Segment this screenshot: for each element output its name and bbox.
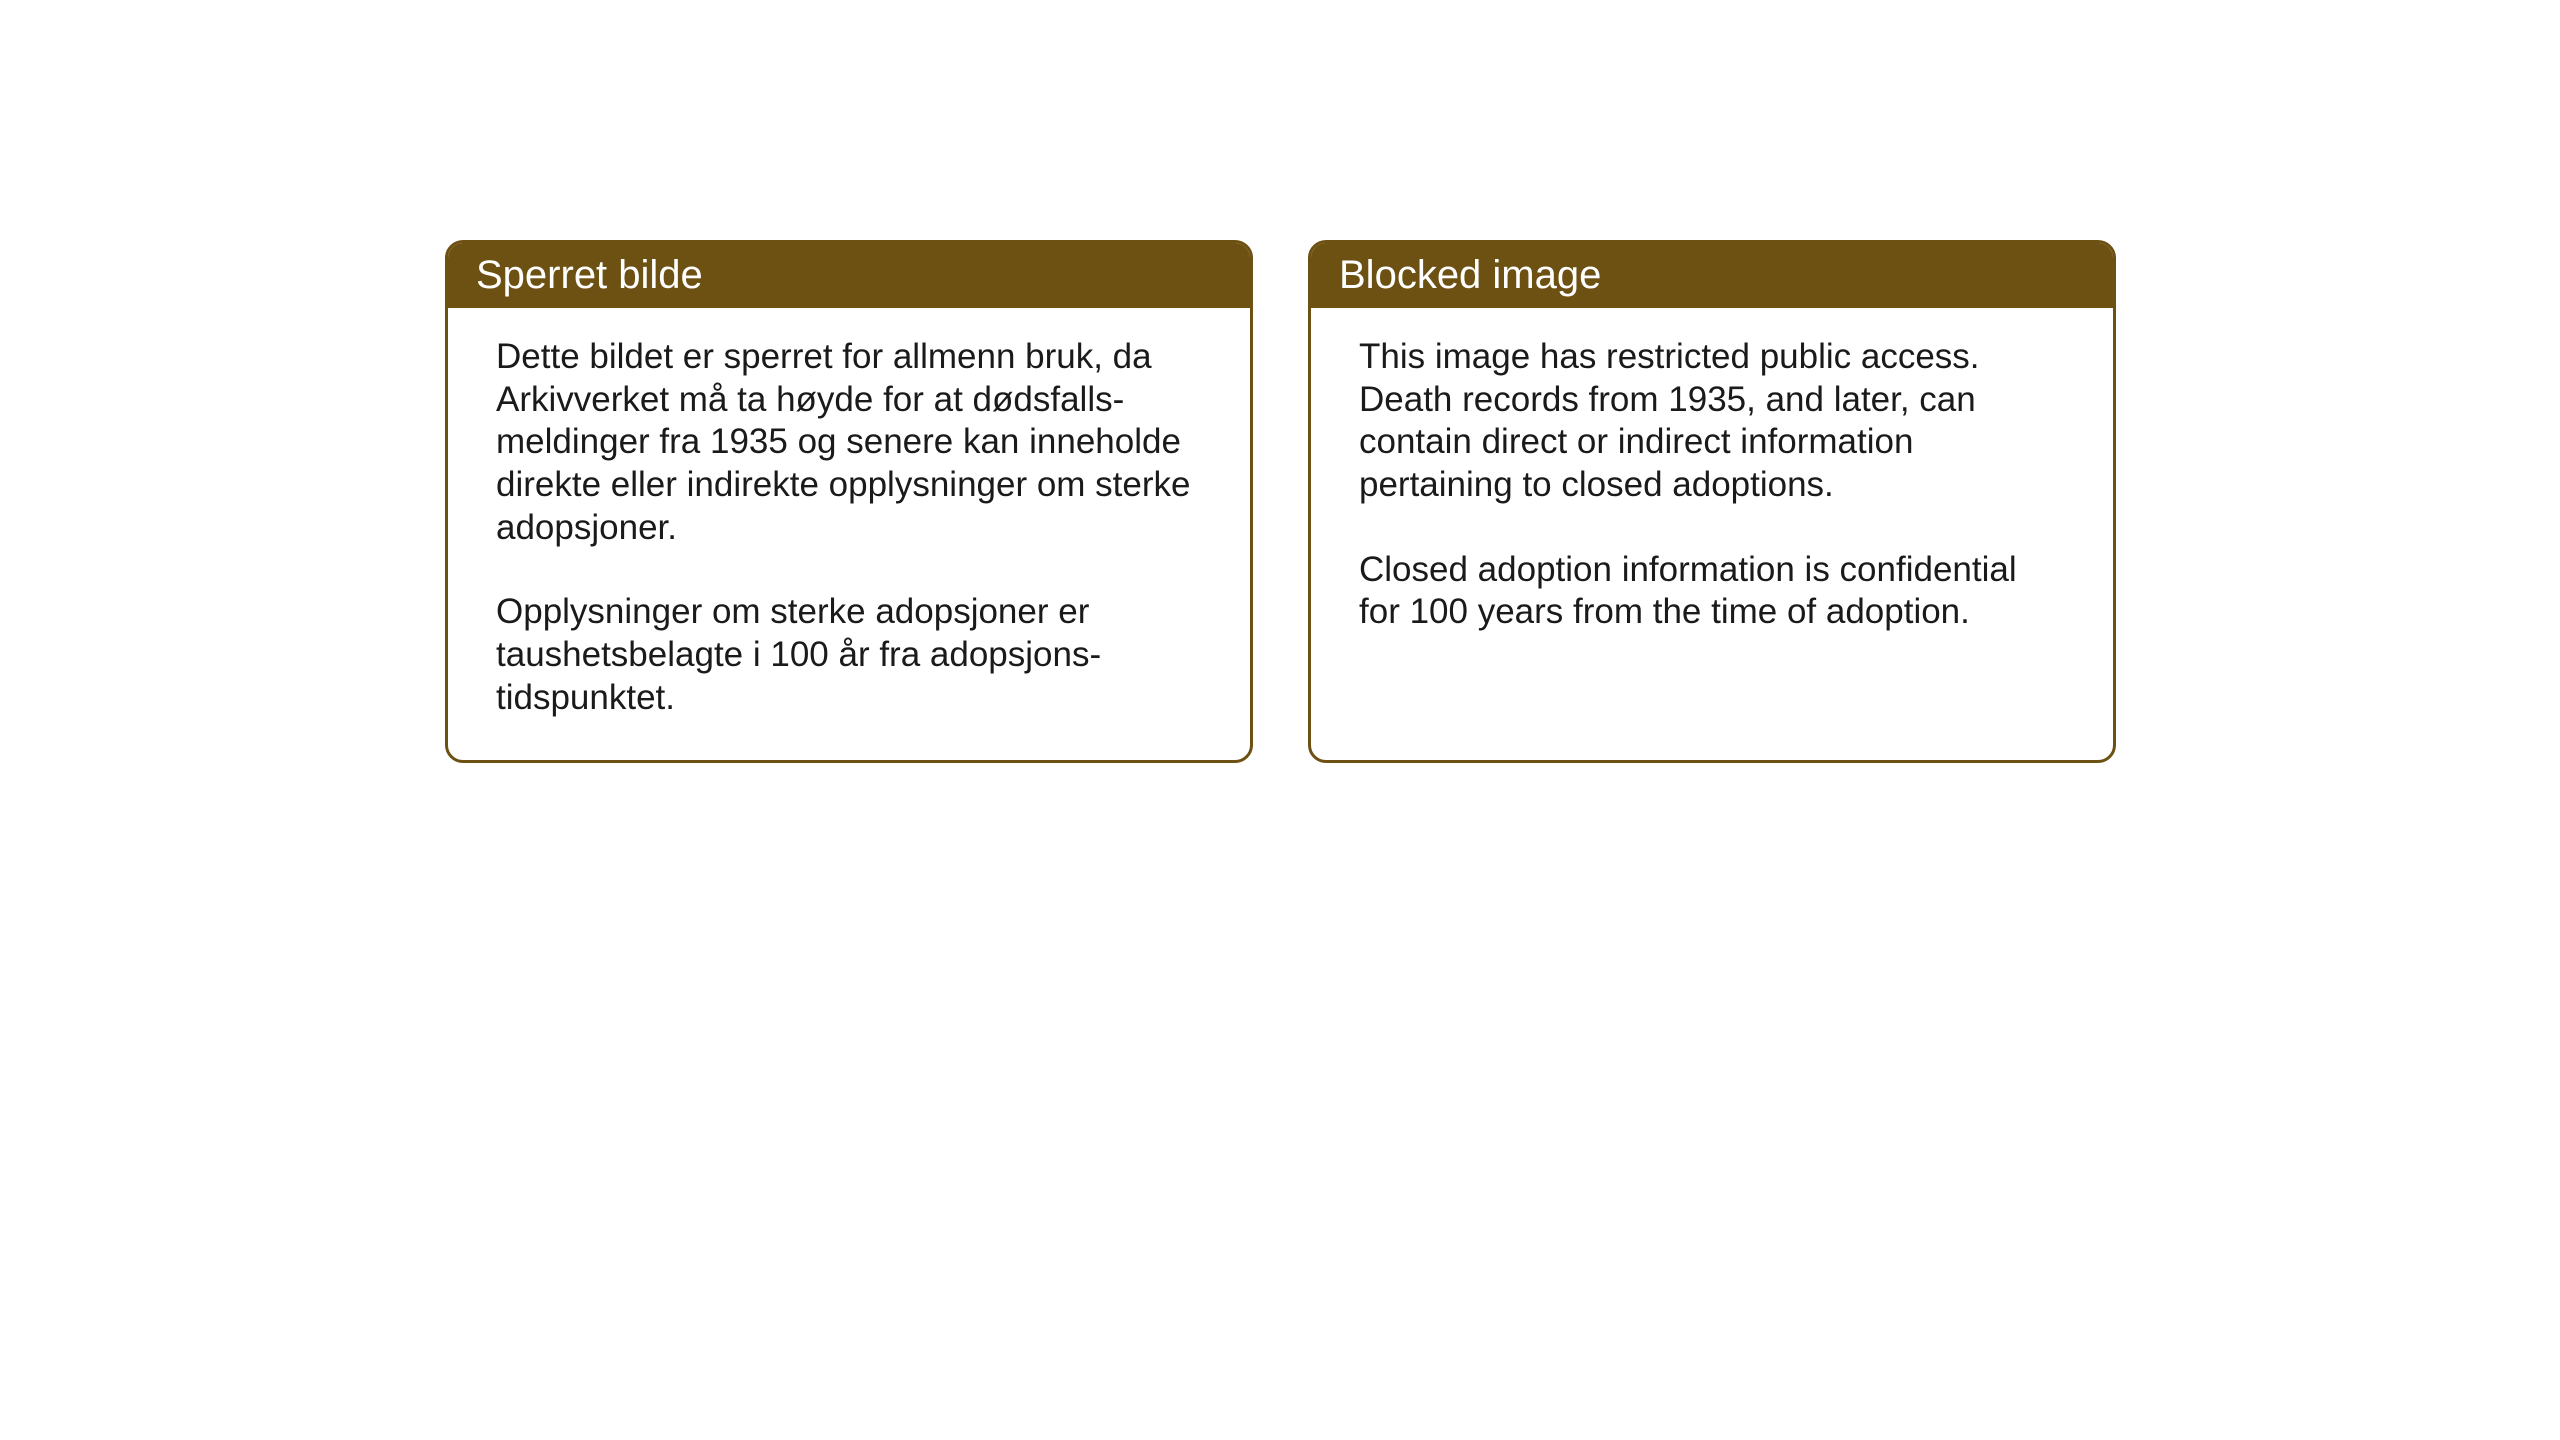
- notice-container: Sperret bilde Dette bildet er sperret fo…: [445, 240, 2116, 763]
- norwegian-card-body: Dette bildet er sperret for allmenn bruk…: [448, 308, 1250, 760]
- norwegian-card-title: Sperret bilde: [448, 243, 1250, 308]
- english-card-body: This image has restricted public access.…: [1311, 308, 2113, 748]
- english-notice-card: Blocked image This image has restricted …: [1308, 240, 2116, 763]
- norwegian-paragraph-1: Dette bildet er sperret for allmenn bruk…: [496, 336, 1202, 549]
- norwegian-paragraph-2: Opplysninger om sterke adopsjoner er tau…: [496, 591, 1202, 719]
- english-card-title: Blocked image: [1311, 243, 2113, 308]
- norwegian-notice-card: Sperret bilde Dette bildet er sperret fo…: [445, 240, 1253, 763]
- english-paragraph-2: Closed adoption information is confident…: [1359, 549, 2065, 634]
- english-paragraph-1: This image has restricted public access.…: [1359, 336, 2065, 507]
